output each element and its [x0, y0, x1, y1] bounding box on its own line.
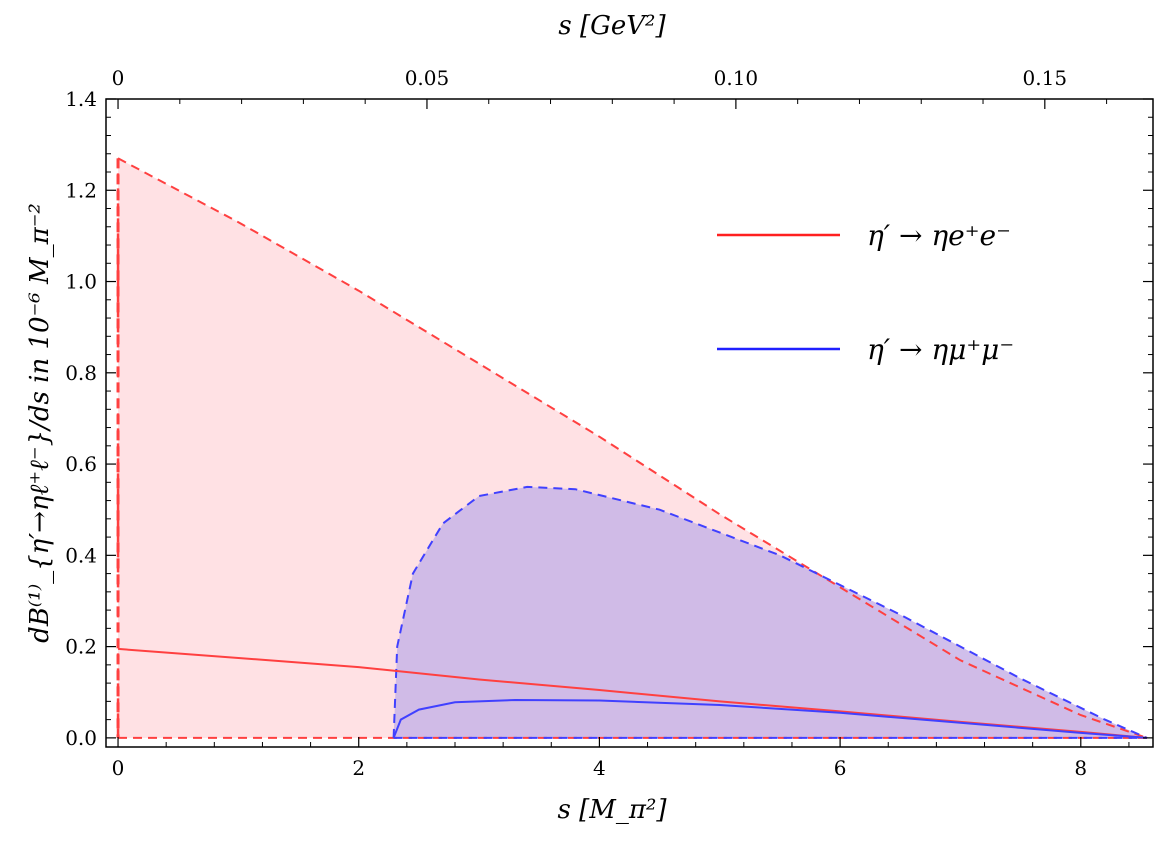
- y-tick-label: 1.0: [65, 270, 97, 294]
- legend-label-ee: η′ → ηe⁺e⁻: [867, 219, 1011, 252]
- y-tick-label: 0.2: [65, 635, 97, 659]
- central-line-mumu: [392, 698, 1148, 739]
- plot-frame: [105, 98, 1154, 748]
- tick-labels: 0 2 4 6 8 0 0.05 0.10 0.15 0.0 0.2 0.4 0.6 0.8 1.0 1.2 1…: [65, 66, 1087, 780]
- y-tick-label: 0.6: [65, 452, 97, 476]
- x2-tick-label: 0.05: [405, 66, 450, 90]
- y-tick-label: 1.4: [65, 87, 97, 111]
- band-edges: [116, 157, 1148, 739]
- y-tick-label: 1.2: [65, 178, 97, 202]
- band-fills: [118, 158, 1148, 738]
- x2-tick-label: 0: [112, 66, 125, 90]
- x-tick-label: 4: [593, 756, 606, 780]
- x2-tick-label: 0.10: [714, 66, 759, 90]
- band-fill-mumu: [393, 486, 1148, 738]
- y-axis-title: dB⁽¹⁾_{η′→ηℓ⁺ℓ⁻}/ds in 10⁻⁶ M_π⁻²: [25, 203, 55, 643]
- x-tick-label: 2: [352, 756, 365, 780]
- legend: η′ → ηe⁺e⁻ η′ → ημ⁺μ⁻: [717, 219, 1014, 366]
- y-tick-label: 0.4: [65, 543, 97, 567]
- x2-axis-title: s [GeV²]: [558, 11, 666, 41]
- axis-ticks: [106, 98, 1153, 747]
- band-upper-mumu: [392, 485, 1148, 739]
- x-tick-label: 6: [834, 756, 847, 780]
- x-axis-title: s [M_π²]: [557, 795, 667, 825]
- x-tick-label: 8: [1074, 756, 1087, 780]
- central-lines: [117, 647, 1148, 739]
- band-fill-ee: [118, 158, 1147, 738]
- x-tick-label: 0: [112, 756, 125, 780]
- y-tick-label: 0.8: [65, 361, 97, 385]
- legend-label-mumu: η′ → ημ⁺μ⁻: [867, 333, 1014, 366]
- x2-tick-label: 0.15: [1023, 66, 1068, 90]
- y-tick-label: 0.0: [65, 726, 97, 750]
